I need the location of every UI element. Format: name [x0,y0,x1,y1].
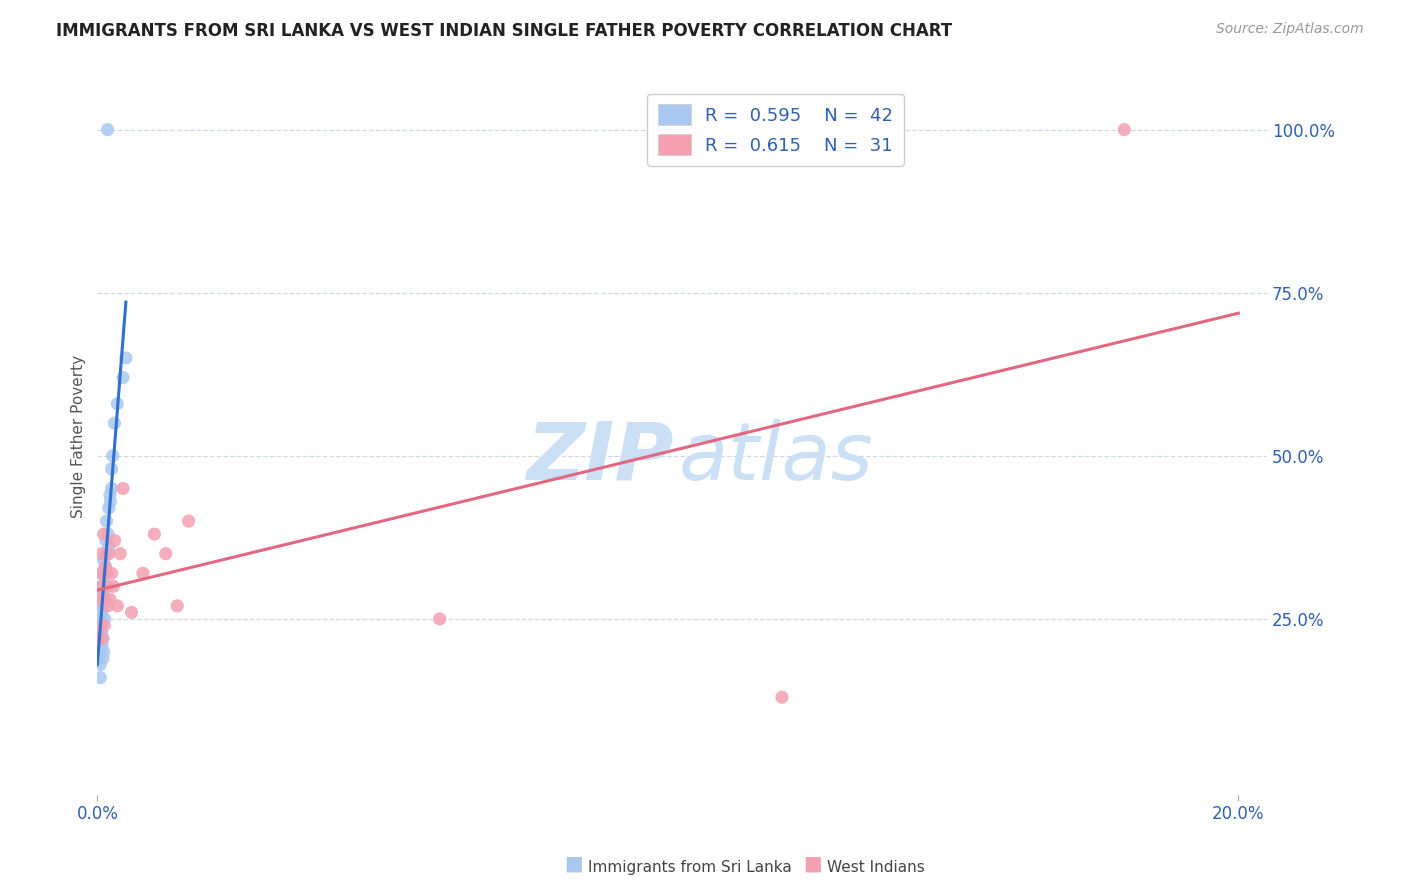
Point [91,566,114,581]
Point [97,501,120,516]
Point [121,606,143,620]
Point [100,566,122,581]
Y-axis label: Single Father Poverty: Single Father Poverty [72,355,86,518]
Point [98,488,121,502]
Point [89,599,111,613]
Point [90,579,112,593]
Point [93,527,115,541]
Point [155,547,177,561]
Point [111,482,134,496]
Point [97,599,120,613]
Text: West Indians: West Indians [827,860,925,874]
Point [177,514,200,528]
Point [94,612,117,626]
Point [93,553,115,567]
Point [101,449,124,463]
Legend: R =  0.595    N =  42, R =  0.615    N =  31: R = 0.595 N = 42, R = 0.615 N = 31 [647,94,904,166]
Point [105,397,128,411]
Point [97,527,120,541]
Point [87,644,110,658]
Point [90,547,112,561]
Point [94,559,117,574]
Point [111,370,134,384]
Point [94,592,117,607]
Point [89,612,111,626]
Point [94,533,117,548]
Point [143,527,166,541]
Point [90,592,112,607]
Point [87,632,110,646]
Text: Source: ZipAtlas.com: Source: ZipAtlas.com [1216,22,1364,37]
Point [89,657,111,672]
Point [96,566,118,581]
Point [98,592,121,607]
Point [115,351,138,365]
Point [93,592,115,607]
Point [90,618,112,632]
Point [91,599,114,613]
Point [100,462,122,476]
Point [770,690,793,705]
Text: ▪: ▪ [801,850,823,879]
Point [91,651,114,665]
Point [97,122,120,136]
Point [96,514,118,528]
Text: ▪: ▪ [562,850,583,879]
Point [94,579,117,593]
Point [108,547,131,561]
Point [90,638,112,652]
Point [89,624,111,639]
Point [93,644,115,658]
Point [97,579,120,593]
Point [93,618,115,632]
Point [100,494,122,508]
Text: Immigrants from Sri Lanka: Immigrants from Sri Lanka [588,860,792,874]
Point [429,612,451,626]
Point [87,632,110,646]
Point [87,651,110,665]
Point [97,547,120,561]
Point [105,599,128,613]
Point [103,416,125,430]
Point [90,579,112,593]
Point [103,533,125,548]
Point [89,618,111,632]
Point [90,566,112,581]
Point [96,547,118,561]
Point [1114,122,1136,136]
Point [94,566,117,581]
Text: ZIP: ZIP [527,418,673,497]
Point [166,599,188,613]
Text: IMMIGRANTS FROM SRI LANKA VS WEST INDIAN SINGLE FATHER POVERTY CORRELATION CHART: IMMIGRANTS FROM SRI LANKA VS WEST INDIAN… [56,22,952,40]
Point [89,671,111,685]
Point [100,482,122,496]
Point [103,579,125,593]
Point [91,592,114,607]
Point [94,559,117,574]
Point [91,632,114,646]
Point [90,624,112,639]
Point [91,586,114,600]
Point [97,540,120,554]
Point [89,592,111,607]
Point [91,632,114,646]
Point [90,606,112,620]
Text: atlas: atlas [678,418,873,497]
Point [132,566,155,581]
